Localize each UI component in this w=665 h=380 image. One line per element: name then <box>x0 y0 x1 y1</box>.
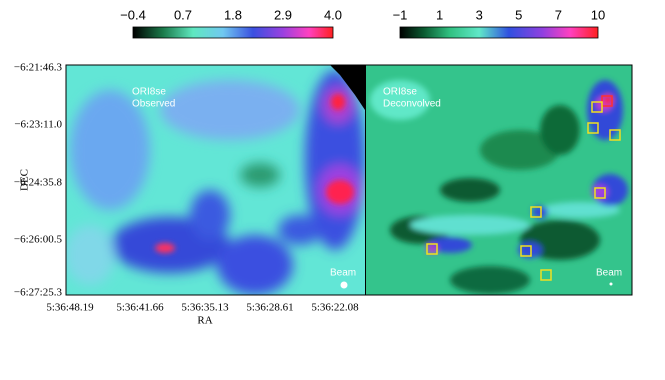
colorbar-tick-label: 3 <box>476 7 483 22</box>
y-tick-label: −6:21:46.3 <box>14 62 63 74</box>
deconvolved-map <box>366 65 632 295</box>
x-tick-label: 5:36:28.61 <box>246 302 293 314</box>
colorbar <box>132 26 334 39</box>
colorbar-tick-label: 5 <box>515 7 522 22</box>
colorbar-tick-label: 0.7 <box>174 7 192 22</box>
y-tick-label: −6:23:11.0 <box>14 119 62 131</box>
colorbar-tick-label: 7 <box>555 7 562 22</box>
panel-label: Deconvolved <box>383 99 441 110</box>
frame <box>65 64 633 296</box>
x-tick-label: 5:36:48.19 <box>46 302 94 314</box>
x-tick-label: 5:36:22.08 <box>311 302 359 314</box>
colorbar-tick-label: 1.8 <box>224 7 242 22</box>
panel-label: Observed <box>132 99 175 110</box>
y-tick-label: −6:24:35.8 <box>14 177 63 189</box>
colorbar-tick-label: 4.0 <box>324 7 342 22</box>
observed-map <box>66 65 365 295</box>
x-tick-label: 5:36:41.66 <box>116 302 164 314</box>
colorbar-tick-label: −1 <box>393 7 408 22</box>
x-axis-label: RA <box>197 315 212 327</box>
y-axis-label: DEC <box>19 169 31 191</box>
colorbar-tick-label: 10 <box>591 7 605 22</box>
colorbar-tick-label: −0.4 <box>120 7 146 22</box>
y-tick-label: −6:26:00.5 <box>14 234 63 246</box>
colorbar-tick-label: 2.9 <box>274 7 292 22</box>
colorbar-tick-label: 1 <box>436 7 443 22</box>
source-label: ORI8se <box>132 87 166 98</box>
beam-label: Beam <box>596 268 622 279</box>
colorbar <box>399 26 599 39</box>
x-tick-label: 5:36:35.13 <box>181 302 229 314</box>
beam-label: Beam <box>330 268 356 279</box>
source-label: ORI8se <box>383 87 417 98</box>
y-tick-label: −6:27:25.3 <box>14 287 63 299</box>
